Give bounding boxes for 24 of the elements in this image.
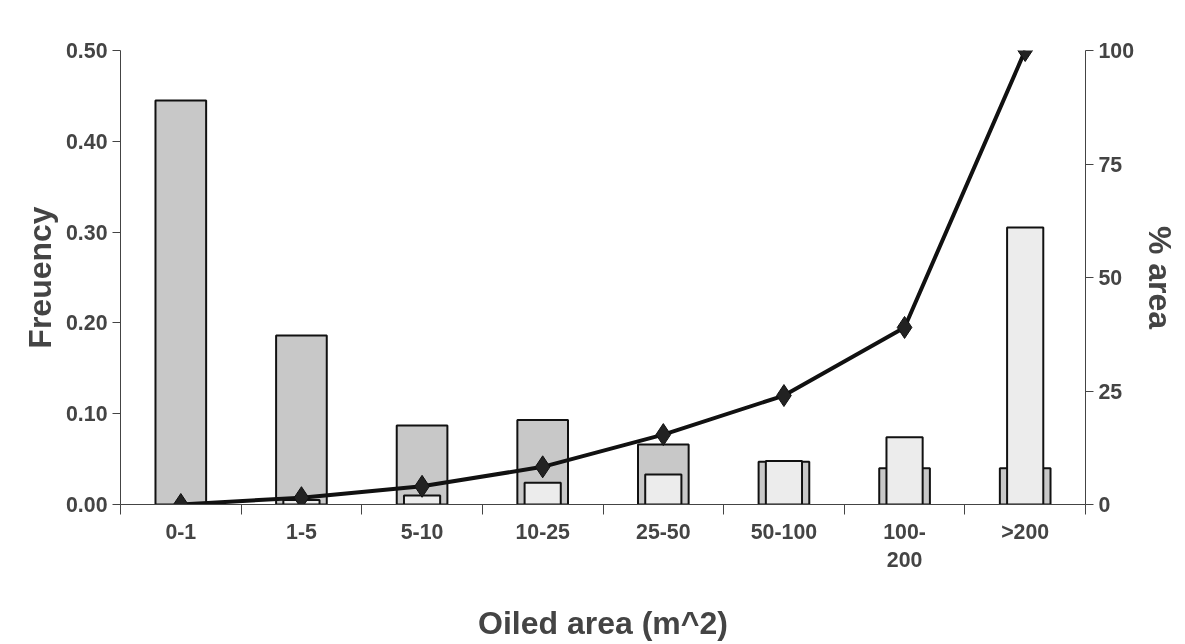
x-tick-label: 100-200 (883, 519, 926, 573)
y2-tick-label: 0 (1098, 493, 1111, 517)
x-tick-label: 0-1 (165, 519, 197, 544)
x-tick-label: 1-5 (286, 519, 317, 544)
x-tick-label: >200 (1001, 519, 1050, 544)
x-tick-label: 50-100 (750, 519, 818, 544)
y2-tick-label: 50 (1098, 266, 1123, 290)
y2-axis-title: % area (1142, 225, 1179, 330)
y-tick-label: 0.50 (65, 39, 108, 63)
point (896, 315, 913, 339)
y2-tick-label: 25 (1098, 379, 1123, 404)
x-tick-label: 25-50 (636, 519, 691, 544)
y-tick-label: 0.10 (65, 402, 108, 427)
point (655, 423, 672, 447)
y-tick-label: 0.00 (65, 493, 108, 517)
x-axis-title: Oiled area (m^2) (478, 605, 728, 642)
y2-tick-label: 100 (1098, 39, 1135, 63)
y-tick-label: 0.20 (65, 311, 108, 336)
x-tick-label: 10-25 (515, 519, 571, 544)
y-axis-title: Freuency (21, 206, 58, 349)
x-tick-label: 5-10 (400, 519, 444, 544)
y2-tick-label: 75 (1098, 152, 1123, 177)
y-tick-label: 0.40 (65, 129, 108, 154)
y-tick-label: 0.30 (65, 220, 108, 245)
